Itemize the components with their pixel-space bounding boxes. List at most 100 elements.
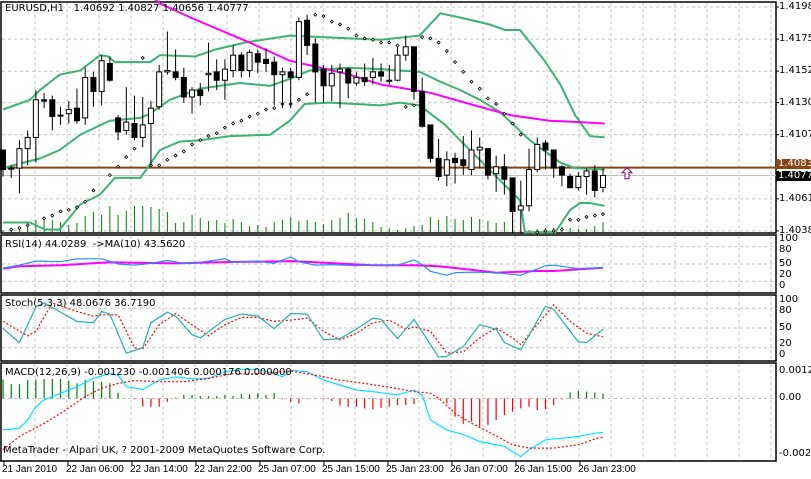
parabolic-sar-dot bbox=[173, 153, 178, 158]
candle-body bbox=[567, 176, 574, 189]
candle-body bbox=[443, 159, 450, 176]
candle bbox=[526, 148, 533, 212]
candle bbox=[402, 35, 409, 61]
candle-body bbox=[328, 72, 335, 87]
candle-body bbox=[115, 117, 122, 133]
parabolic-sar-dot bbox=[74, 205, 80, 210]
candle bbox=[271, 56, 278, 106]
rsi-label: RSI(14) 44.0289 bbox=[5, 239, 87, 250]
parabolic-sar-dot bbox=[477, 86, 482, 91]
parabolic-sar-dot bbox=[436, 40, 441, 45]
candle-body bbox=[205, 72, 212, 76]
parabolic-sar-dot bbox=[584, 214, 589, 220]
symbol-label: EURUSD,H1 bbox=[5, 3, 65, 14]
candle-body bbox=[57, 114, 64, 117]
parabolic-sar-dot bbox=[107, 173, 112, 178]
stoch-signal-line bbox=[2, 302, 604, 354]
candle bbox=[328, 64, 335, 102]
parabolic-sar-dot bbox=[9, 227, 14, 232]
parabolic-sar-dot bbox=[387, 40, 392, 45]
candle-body bbox=[493, 166, 500, 175]
open-price: 1.40692 bbox=[73, 3, 115, 14]
candle bbox=[345, 67, 352, 99]
candle-body bbox=[287, 71, 294, 78]
candle-body bbox=[65, 109, 72, 115]
candle bbox=[575, 172, 582, 191]
parabolic-sar-dot bbox=[17, 226, 22, 231]
candle bbox=[164, 31, 171, 75]
parabolic-sar-dot bbox=[568, 217, 573, 222]
parabolic-sar-dot bbox=[296, 97, 301, 102]
candle bbox=[550, 149, 557, 178]
parabolic-sar-dot bbox=[25, 223, 30, 228]
candle bbox=[32, 90, 39, 163]
candle bbox=[567, 173, 574, 189]
time-axis-label: 21 Jan 2010 bbox=[2, 464, 58, 475]
candle-body bbox=[336, 68, 343, 73]
stoch-main-line bbox=[2, 302, 604, 358]
candle bbox=[509, 177, 516, 234]
parabolic-sar-dot bbox=[140, 55, 145, 61]
candle bbox=[106, 56, 113, 82]
candle bbox=[73, 88, 80, 124]
candle-body bbox=[238, 54, 245, 71]
rsi-axis-20: 20 bbox=[779, 269, 792, 280]
candle-body bbox=[345, 68, 352, 84]
bollinger-upper-band bbox=[2, 12, 605, 139]
candle bbox=[295, 17, 302, 81]
parabolic-sar-dot bbox=[239, 118, 244, 123]
high-price: 1.40827 bbox=[118, 3, 160, 14]
candle bbox=[8, 165, 15, 178]
stoch-label: Stoch(5,3,3) 48.0676 36.7190 bbox=[5, 298, 156, 309]
candle-body bbox=[575, 176, 582, 189]
parabolic-sar-dot bbox=[403, 104, 408, 109]
candle bbox=[583, 168, 590, 195]
parabolic-sar-dot bbox=[535, 230, 540, 235]
parabolic-sar-dot bbox=[132, 146, 137, 151]
parabolic-sar-dot bbox=[255, 111, 260, 116]
time-axis-label: 22 Jan 14:00 bbox=[130, 464, 188, 475]
candle bbox=[312, 38, 319, 103]
candle-body bbox=[468, 149, 475, 171]
parabolic-sar-dot bbox=[346, 26, 351, 31]
candle-body bbox=[24, 136, 31, 150]
symbol-header: EURUSD,H1 1.40692 1.40827 1.40656 1.4077… bbox=[5, 3, 249, 15]
macd-label: MACD(12,26,9) -0.001230 -0.001406 0.0001… bbox=[5, 367, 292, 378]
copyright-text: MetaTrader - Alpari UK, ? 2001-2009 Meta… bbox=[3, 445, 326, 456]
candle bbox=[591, 165, 598, 198]
candle-body bbox=[484, 148, 491, 176]
parabolic-sar-dot bbox=[42, 216, 47, 221]
candle bbox=[493, 155, 500, 192]
candle bbox=[353, 71, 360, 86]
candle-body bbox=[295, 21, 302, 78]
parabolic-sar-dot bbox=[411, 103, 417, 108]
candle-body bbox=[164, 69, 171, 73]
candle-body bbox=[106, 63, 113, 81]
candle-body bbox=[369, 71, 376, 78]
rsi-legend: RSI(14) 44.0289 ->MA(10) 43.5620 bbox=[5, 239, 185, 251]
parabolic-sar-dot bbox=[428, 36, 433, 41]
candle bbox=[600, 168, 606, 193]
candle bbox=[189, 87, 196, 114]
rsi-ma-line bbox=[2, 260, 604, 274]
candle-body bbox=[230, 54, 237, 71]
price-axis-label: 1.40380 bbox=[779, 224, 811, 236]
parabolic-sar-dot bbox=[420, 34, 425, 40]
candle bbox=[213, 59, 220, 91]
candle-body bbox=[304, 19, 311, 46]
parabolic-sar-dot bbox=[181, 149, 186, 154]
candle-body bbox=[16, 148, 23, 169]
parabolic-sar-dot bbox=[247, 114, 252, 119]
parabolic-sar-dot bbox=[305, 92, 310, 97]
candle-body bbox=[501, 166, 508, 180]
parabolic-sar-dot bbox=[543, 228, 548, 233]
stoch-axis-100: 100 bbox=[779, 294, 799, 305]
parabolic-sar-dot bbox=[469, 79, 474, 84]
parabolic-sar-dot bbox=[510, 121, 515, 126]
candle-body bbox=[32, 99, 39, 138]
candle-body bbox=[180, 76, 187, 98]
candle-body bbox=[435, 157, 442, 178]
parabolic-sar-dot bbox=[354, 33, 359, 38]
